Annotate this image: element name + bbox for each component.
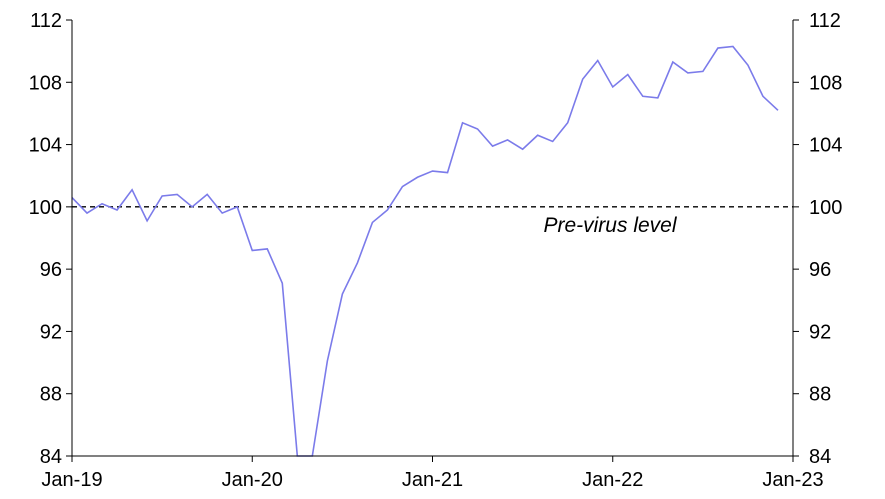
- x-tick-label: Jan-19: [41, 469, 102, 491]
- right-y-tick-label: 104: [809, 135, 842, 157]
- right-y-tick-label: 96: [809, 259, 831, 281]
- left-y-tick-label: 96: [40, 259, 62, 281]
- left-y-tick-label: 104: [29, 135, 62, 157]
- right-y-axis-ticks: 84 88 92 96 100 104 108 112: [793, 10, 842, 468]
- left-y-tick-label: 108: [29, 72, 62, 94]
- right-y-tick-label: 100: [809, 197, 842, 219]
- left-y-axis-ticks: 84 88 92 96 100 104 108 112: [29, 10, 72, 468]
- x-tick-label: Jan-21: [402, 469, 463, 491]
- right-y-tick-label: 112: [809, 10, 841, 32]
- left-y-tick-label: 88: [40, 384, 62, 406]
- left-y-tick-label: 112: [30, 10, 62, 32]
- right-y-tick-label: 88: [809, 384, 831, 406]
- pre-virus-level-annotation: Pre-virus level: [543, 214, 677, 237]
- left-y-tick-label: 100: [29, 197, 62, 219]
- x-tick-label: Jan-22: [582, 469, 643, 491]
- x-axis-ticks: Jan-19 Jan-20 Jan-21 Jan-22 Jan-23: [41, 456, 824, 491]
- left-y-tick-label: 84: [40, 446, 62, 468]
- x-tick-label: Jan-23: [762, 469, 823, 491]
- right-y-tick-label: 92: [809, 321, 831, 343]
- right-y-tick-label: 108: [809, 72, 842, 94]
- series-line: [71, 45, 779, 457]
- right-y-tick-label: 84: [809, 446, 831, 468]
- left-y-tick-label: 92: [40, 321, 62, 343]
- x-tick-label: Jan-20: [222, 469, 283, 491]
